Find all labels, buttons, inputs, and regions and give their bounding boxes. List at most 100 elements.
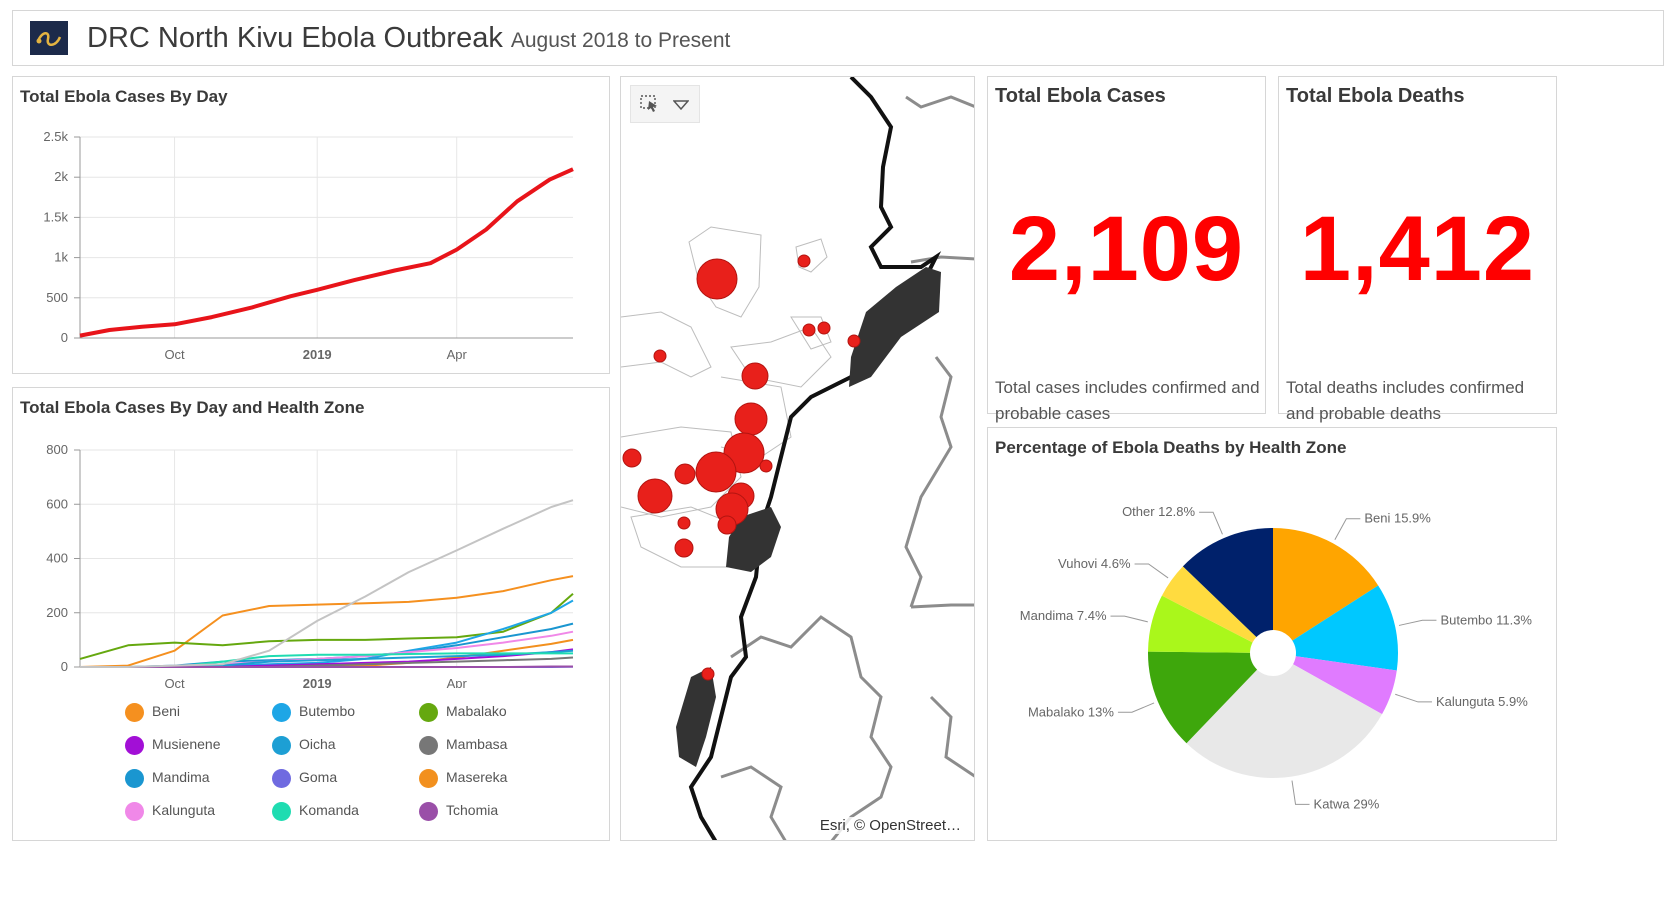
legend-item-mambasa[interactable]: Mambasa xyxy=(419,733,507,755)
pie-slice xyxy=(1148,651,1273,744)
page-subtitle: August 2018 to Present xyxy=(510,29,731,52)
y-tick-label: 1k xyxy=(54,250,68,265)
series-line-series-0 xyxy=(79,167,574,338)
legend-label: Mabalako xyxy=(446,703,507,719)
y-tick-label: 200 xyxy=(46,605,68,620)
legend-item-kalunguta[interactable]: Kalunguta xyxy=(125,799,215,821)
title-text: DRC North Kivu Ebola Outbreak xyxy=(87,22,503,54)
y-tick-label: 800 xyxy=(46,442,68,457)
legend-item-komanda[interactable]: Komanda xyxy=(272,799,359,821)
legend-item-goma[interactable]: Goma xyxy=(272,766,337,788)
legend-label: Goma xyxy=(299,769,338,785)
x-tick-label: Oct xyxy=(164,347,185,362)
pie-slice xyxy=(1273,585,1399,671)
legend-swatch xyxy=(419,801,438,821)
pie-slice xyxy=(1161,566,1273,653)
x-tick-label: Apr xyxy=(447,347,468,362)
total-cases-card: Total Ebola Cases 2,109 Total cases incl… xyxy=(987,76,1266,423)
legend-swatch xyxy=(272,768,291,788)
map-attribution[interactable]: Esri, © OpenStreet… xyxy=(816,817,964,834)
pie-leader-line xyxy=(1117,702,1155,713)
page-title: DRC North Kivu Ebola Outbreak August 2018… xyxy=(87,22,730,55)
map-canvas[interactable] xyxy=(621,77,975,841)
series-line-series-12 xyxy=(80,499,574,668)
logo-icon xyxy=(30,21,68,55)
legend-label: Musienene xyxy=(152,736,221,752)
legend-label: Masereka xyxy=(446,769,508,785)
legend-item-mabalako[interactable]: Mabalako xyxy=(419,700,507,722)
legend-swatch xyxy=(272,702,291,722)
cases-by-day-chart[interactable]: 2.5k 2k 1.5k 1k 500 0 Oct 2019 Apr xyxy=(13,77,609,373)
pie-hole xyxy=(1250,630,1296,676)
deaths-pie-chart[interactable]: Beni 15.9% Butembo 11.3% Kalunguta 5.9% Kat… xyxy=(988,428,1556,840)
y-tick-label: 500 xyxy=(46,290,68,305)
series-line-mabalako xyxy=(79,593,574,660)
y-tick-label: 0 xyxy=(61,330,68,345)
legend-item-mandima[interactable]: Mandima xyxy=(125,766,210,788)
legend-item-tchomia[interactable]: Tchomia xyxy=(419,799,498,821)
pie-label: Mandima 7.4% xyxy=(1020,608,1107,623)
pie-slice xyxy=(1148,595,1273,653)
legend-swatch xyxy=(419,768,438,788)
pie-leader-line xyxy=(1291,780,1310,805)
pie-label: Beni 15.9% xyxy=(1364,511,1431,526)
legend-swatch xyxy=(272,735,291,755)
pie-slice xyxy=(1273,653,1397,715)
legend-swatch xyxy=(272,801,291,821)
legend-swatch xyxy=(125,801,144,821)
legend-swatch xyxy=(419,702,438,722)
total-cases-value: 2,109 xyxy=(1008,198,1245,300)
card-title: Percentage of Ebola Deaths by Health Zon… xyxy=(995,438,1347,457)
legend-label: Beni xyxy=(152,703,181,719)
map-card[interactable]: Esri, © OpenStreet… xyxy=(620,76,975,841)
series-line-beni xyxy=(79,575,574,668)
map-toolbar xyxy=(630,85,700,123)
series-line-tchomia xyxy=(80,665,573,668)
legend-swatch xyxy=(419,735,438,755)
pie-slice xyxy=(1273,528,1379,653)
legend-label: Butembo xyxy=(299,703,356,719)
total-cases-note: Total cases includes confirmed and proba… xyxy=(995,378,1260,423)
x-tick-label: 2019 xyxy=(303,347,332,362)
legend-swatch xyxy=(125,735,144,755)
header-bar: DRC North Kivu Ebola Outbreak August 2018… xyxy=(12,10,1664,66)
deaths-pie-card: Percentage of Ebola Deaths by Health Zon… xyxy=(987,427,1557,841)
pie-leader-line xyxy=(1110,615,1148,623)
pie-leader-line xyxy=(1398,619,1437,626)
pie-slice xyxy=(1186,653,1383,778)
x-tick-label: Apr xyxy=(447,676,468,688)
cases-by-zone-chart[interactable]: 800 600 400 200 0 Oct 2019 Apr xyxy=(13,388,609,688)
x-tick-label: Oct xyxy=(164,676,185,688)
pie-label: Vuhovi 4.6% xyxy=(1058,556,1131,571)
legend-item-musienene[interactable]: Musienene xyxy=(125,733,221,755)
pie-leader-line xyxy=(1334,518,1361,541)
cases-by-day-card: Total Ebola Cases By Day 2.5k 2k 1.5k 1k 500… xyxy=(12,76,610,374)
card-title: Total Ebola Cases By Day and Health Zone xyxy=(20,398,365,417)
legend-item-beni[interactable]: Beni xyxy=(125,700,180,722)
select-arrow-icon[interactable] xyxy=(639,92,661,119)
y-tick-label: 0 xyxy=(61,659,68,674)
legend-label: Kalunguta xyxy=(152,802,216,818)
legend-item-oicha[interactable]: Oicha xyxy=(272,733,336,755)
legend-label: Komanda xyxy=(299,802,359,818)
x-tick-label: 2019 xyxy=(303,676,332,688)
y-tick-label: 600 xyxy=(46,496,68,511)
total-deaths-card: Total Ebola Deaths 1,412 Total deaths in… xyxy=(1278,76,1557,423)
legend-item-masereka[interactable]: Masereka xyxy=(419,766,507,788)
legend-label: Mandima xyxy=(152,769,210,785)
pie-leader-line xyxy=(1134,563,1169,579)
legend-item-butembo[interactable]: Butembo xyxy=(272,700,355,722)
legend-label: Oicha xyxy=(299,736,336,752)
y-tick-label: 2.5k xyxy=(43,129,68,144)
total-deaths-value: 1,412 xyxy=(1299,198,1536,300)
legend-swatch xyxy=(125,768,144,788)
pie-leader-line xyxy=(1199,511,1223,535)
pie-leader-line xyxy=(1395,693,1432,703)
pie-label: Other 12.8% xyxy=(1122,504,1195,519)
y-tick-label: 2k xyxy=(54,169,68,184)
y-tick-label: 1.5k xyxy=(43,209,68,224)
y-tick-label: 400 xyxy=(46,551,68,566)
chevron-down-icon[interactable] xyxy=(672,98,690,116)
card-title: Total Ebola Deaths xyxy=(1286,85,1465,107)
pie-slice xyxy=(1182,528,1273,653)
